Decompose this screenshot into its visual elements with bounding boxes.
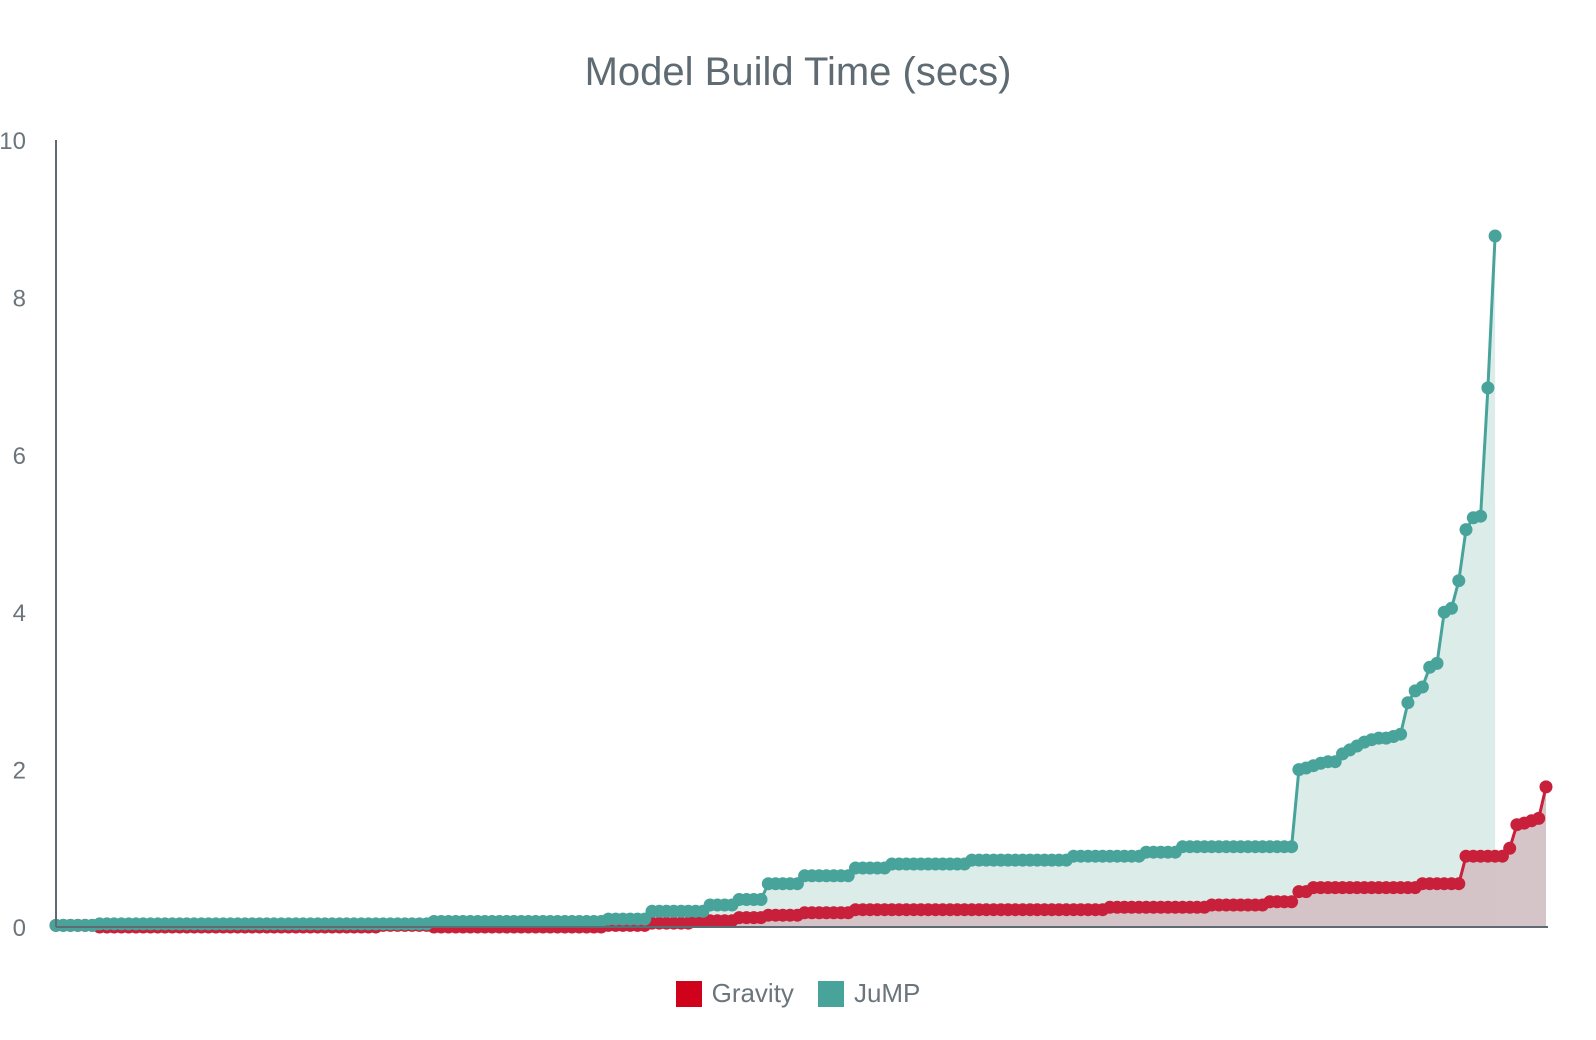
point-jump[interactable]: [1474, 509, 1488, 523]
point-gravity[interactable]: [1539, 780, 1553, 794]
legend-item-gravity[interactable]: Gravity: [675, 978, 794, 1009]
point-jump[interactable]: [1459, 523, 1473, 537]
legend-item-jump[interactable]: JuMP: [817, 978, 921, 1009]
chart-title: Model Build Time (secs): [584, 50, 1012, 94]
legend-label-gravity: Gravity: [711, 978, 794, 1008]
legend: Gravity JuMP: [0, 978, 1596, 1009]
y-tick-label: 4: [13, 600, 26, 627]
series-fills: [56, 236, 1546, 927]
point-jump[interactable]: [1481, 381, 1495, 395]
point-jump[interactable]: [1394, 727, 1408, 741]
y-tick-label: 10: [0, 128, 26, 155]
point-jump[interactable]: [1401, 696, 1415, 710]
y-tick-label: 2: [13, 758, 26, 785]
area-jump: [56, 236, 1496, 927]
y-tick-label: 6: [13, 443, 26, 470]
point-jump[interactable]: [1430, 656, 1444, 670]
point-gravity[interactable]: [1452, 877, 1466, 891]
area-gravity: [56, 786, 1546, 927]
y-tick-label: 0: [13, 915, 26, 942]
legend-label-jump: JuMP: [853, 978, 921, 1008]
y-tick-labels: 0 2 4 6 8 10: [0, 128, 26, 942]
legend-swatch-gravity: [675, 980, 702, 1007]
line-jump: [56, 235, 1497, 927]
point-jump[interactable]: [1452, 574, 1466, 588]
point-gravity[interactable]: [1532, 811, 1546, 825]
point-gravity[interactable]: [1503, 841, 1517, 855]
point-jump[interactable]: [754, 893, 768, 906]
point-jump[interactable]: [1488, 229, 1502, 243]
point-jump[interactable]: [1445, 601, 1458, 615]
point-jump[interactable]: [1285, 840, 1299, 854]
point-jump[interactable]: [1415, 680, 1429, 694]
y-tick-label: 8: [13, 285, 26, 312]
point-gravity[interactable]: [1285, 895, 1299, 909]
legend-swatch-jump: [817, 980, 844, 1007]
